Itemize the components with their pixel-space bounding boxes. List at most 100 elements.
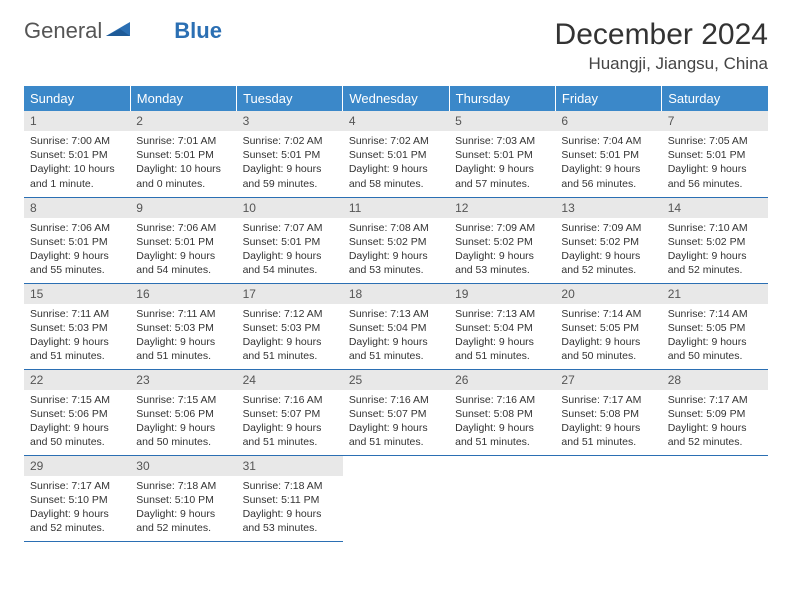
calendar-cell: 15Sunrise: 7:11 AMSunset: 5:03 PMDayligh… (24, 283, 130, 369)
day-number: 31 (237, 456, 343, 476)
day-number: 2 (130, 111, 236, 131)
day-number: 29 (24, 456, 130, 476)
day-details: Sunrise: 7:01 AMSunset: 5:01 PMDaylight:… (130, 131, 236, 195)
daylight-text-2: and 59 minutes. (243, 177, 337, 191)
daylight-text: Daylight: 9 hours (243, 335, 337, 349)
day-number: 9 (130, 198, 236, 218)
day-number: 22 (24, 370, 130, 390)
month-title: December 2024 (555, 18, 768, 52)
weekday-header-row: Sunday Monday Tuesday Wednesday Thursday… (24, 86, 768, 111)
calendar-cell: 2Sunrise: 7:01 AMSunset: 5:01 PMDaylight… (130, 111, 236, 197)
sunrise-text: Sunrise: 7:06 AM (30, 221, 124, 235)
calendar-cell: 31Sunrise: 7:18 AMSunset: 5:11 PMDayligh… (237, 455, 343, 541)
daylight-text: Daylight: 9 hours (243, 507, 337, 521)
sunrise-text: Sunrise: 7:03 AM (455, 134, 549, 148)
daylight-text: Daylight: 9 hours (561, 162, 655, 176)
calendar-cell: 1Sunrise: 7:00 AMSunset: 5:01 PMDaylight… (24, 111, 130, 197)
sunrise-text: Sunrise: 7:17 AM (30, 479, 124, 493)
calendar-cell: 25Sunrise: 7:16 AMSunset: 5:07 PMDayligh… (343, 369, 449, 455)
sunset-text: Sunset: 5:01 PM (668, 148, 762, 162)
daylight-text: Daylight: 9 hours (136, 421, 230, 435)
daylight-text: Daylight: 9 hours (561, 421, 655, 435)
calendar-cell: 27Sunrise: 7:17 AMSunset: 5:08 PMDayligh… (555, 369, 661, 455)
sunset-text: Sunset: 5:01 PM (561, 148, 655, 162)
day-number: 5 (449, 111, 555, 131)
day-details: Sunrise: 7:16 AMSunset: 5:07 PMDaylight:… (343, 390, 449, 454)
day-details: Sunrise: 7:16 AMSunset: 5:07 PMDaylight:… (237, 390, 343, 454)
sunrise-text: Sunrise: 7:09 AM (561, 221, 655, 235)
sunset-text: Sunset: 5:04 PM (455, 321, 549, 335)
sunrise-text: Sunrise: 7:15 AM (30, 393, 124, 407)
daylight-text-2: and 51 minutes. (30, 349, 124, 363)
header: General Blue December 2024 Huangji, Jian… (24, 18, 768, 74)
day-number: 17 (237, 284, 343, 304)
day-number: 19 (449, 284, 555, 304)
sunrise-text: Sunrise: 7:13 AM (455, 307, 549, 321)
sunset-text: Sunset: 5:04 PM (349, 321, 443, 335)
day-number: 1 (24, 111, 130, 131)
daylight-text: Daylight: 9 hours (455, 335, 549, 349)
day-number: 7 (662, 111, 768, 131)
sunrise-text: Sunrise: 7:08 AM (349, 221, 443, 235)
sunrise-text: Sunrise: 7:18 AM (136, 479, 230, 493)
sunset-text: Sunset: 5:03 PM (243, 321, 337, 335)
sunrise-text: Sunrise: 7:13 AM (349, 307, 443, 321)
day-number: 13 (555, 198, 661, 218)
calendar-cell: 7Sunrise: 7:05 AMSunset: 5:01 PMDaylight… (662, 111, 768, 197)
daylight-text: Daylight: 9 hours (30, 249, 124, 263)
location-text: Huangji, Jiangsu, China (555, 54, 768, 74)
daylight-text-2: and 50 minutes. (668, 349, 762, 363)
day-details: Sunrise: 7:13 AMSunset: 5:04 PMDaylight:… (343, 304, 449, 368)
daylight-text: Daylight: 9 hours (136, 249, 230, 263)
day-details: Sunrise: 7:15 AMSunset: 5:06 PMDaylight:… (24, 390, 130, 454)
day-number: 8 (24, 198, 130, 218)
weekday-header: Wednesday (343, 86, 449, 111)
sunrise-text: Sunrise: 7:00 AM (30, 134, 124, 148)
calendar-body: 1Sunrise: 7:00 AMSunset: 5:01 PMDaylight… (24, 111, 768, 541)
day-details: Sunrise: 7:15 AMSunset: 5:06 PMDaylight:… (130, 390, 236, 454)
weekday-header: Sunday (24, 86, 130, 111)
sunset-text: Sunset: 5:02 PM (455, 235, 549, 249)
daylight-text: Daylight: 10 hours (136, 162, 230, 176)
daylight-text-2: and 52 minutes. (30, 521, 124, 535)
calendar-table: Sunday Monday Tuesday Wednesday Thursday… (24, 86, 768, 542)
calendar-cell: 28Sunrise: 7:17 AMSunset: 5:09 PMDayligh… (662, 369, 768, 455)
daylight-text: Daylight: 9 hours (30, 335, 124, 349)
brand-part1: General (24, 18, 102, 44)
sunrise-text: Sunrise: 7:06 AM (136, 221, 230, 235)
daylight-text-2: and 51 minutes. (243, 435, 337, 449)
day-details: Sunrise: 7:14 AMSunset: 5:05 PMDaylight:… (662, 304, 768, 368)
calendar-cell: 29Sunrise: 7:17 AMSunset: 5:10 PMDayligh… (24, 455, 130, 541)
day-details: Sunrise: 7:18 AMSunset: 5:10 PMDaylight:… (130, 476, 236, 540)
day-details: Sunrise: 7:12 AMSunset: 5:03 PMDaylight:… (237, 304, 343, 368)
title-block: December 2024 Huangji, Jiangsu, China (555, 18, 768, 74)
day-details: Sunrise: 7:17 AMSunset: 5:08 PMDaylight:… (555, 390, 661, 454)
calendar-cell: 20Sunrise: 7:14 AMSunset: 5:05 PMDayligh… (555, 283, 661, 369)
calendar-cell: 8Sunrise: 7:06 AMSunset: 5:01 PMDaylight… (24, 197, 130, 283)
day-details: Sunrise: 7:13 AMSunset: 5:04 PMDaylight:… (449, 304, 555, 368)
sunset-text: Sunset: 5:02 PM (561, 235, 655, 249)
daylight-text: Daylight: 9 hours (668, 421, 762, 435)
day-details: Sunrise: 7:02 AMSunset: 5:01 PMDaylight:… (343, 131, 449, 195)
sunrise-text: Sunrise: 7:09 AM (455, 221, 549, 235)
day-number: 14 (662, 198, 768, 218)
daylight-text-2: and 51 minutes. (455, 435, 549, 449)
daylight-text-2: and 50 minutes. (136, 435, 230, 449)
sunrise-text: Sunrise: 7:07 AM (243, 221, 337, 235)
day-details: Sunrise: 7:02 AMSunset: 5:01 PMDaylight:… (237, 131, 343, 195)
daylight-text: Daylight: 9 hours (349, 249, 443, 263)
calendar-cell: 11Sunrise: 7:08 AMSunset: 5:02 PMDayligh… (343, 197, 449, 283)
sunset-text: Sunset: 5:01 PM (243, 235, 337, 249)
calendar-cell: 23Sunrise: 7:15 AMSunset: 5:06 PMDayligh… (130, 369, 236, 455)
daylight-text: Daylight: 9 hours (455, 249, 549, 263)
day-details: Sunrise: 7:03 AMSunset: 5:01 PMDaylight:… (449, 131, 555, 195)
daylight-text-2: and 53 minutes. (455, 263, 549, 277)
calendar-cell: 21Sunrise: 7:14 AMSunset: 5:05 PMDayligh… (662, 283, 768, 369)
daylight-text-2: and 51 minutes. (349, 349, 443, 363)
daylight-text-2: and 51 minutes. (349, 435, 443, 449)
daylight-text: Daylight: 9 hours (668, 249, 762, 263)
sunrise-text: Sunrise: 7:04 AM (561, 134, 655, 148)
daylight-text: Daylight: 9 hours (561, 335, 655, 349)
day-number: 27 (555, 370, 661, 390)
daylight-text-2: and 54 minutes. (136, 263, 230, 277)
